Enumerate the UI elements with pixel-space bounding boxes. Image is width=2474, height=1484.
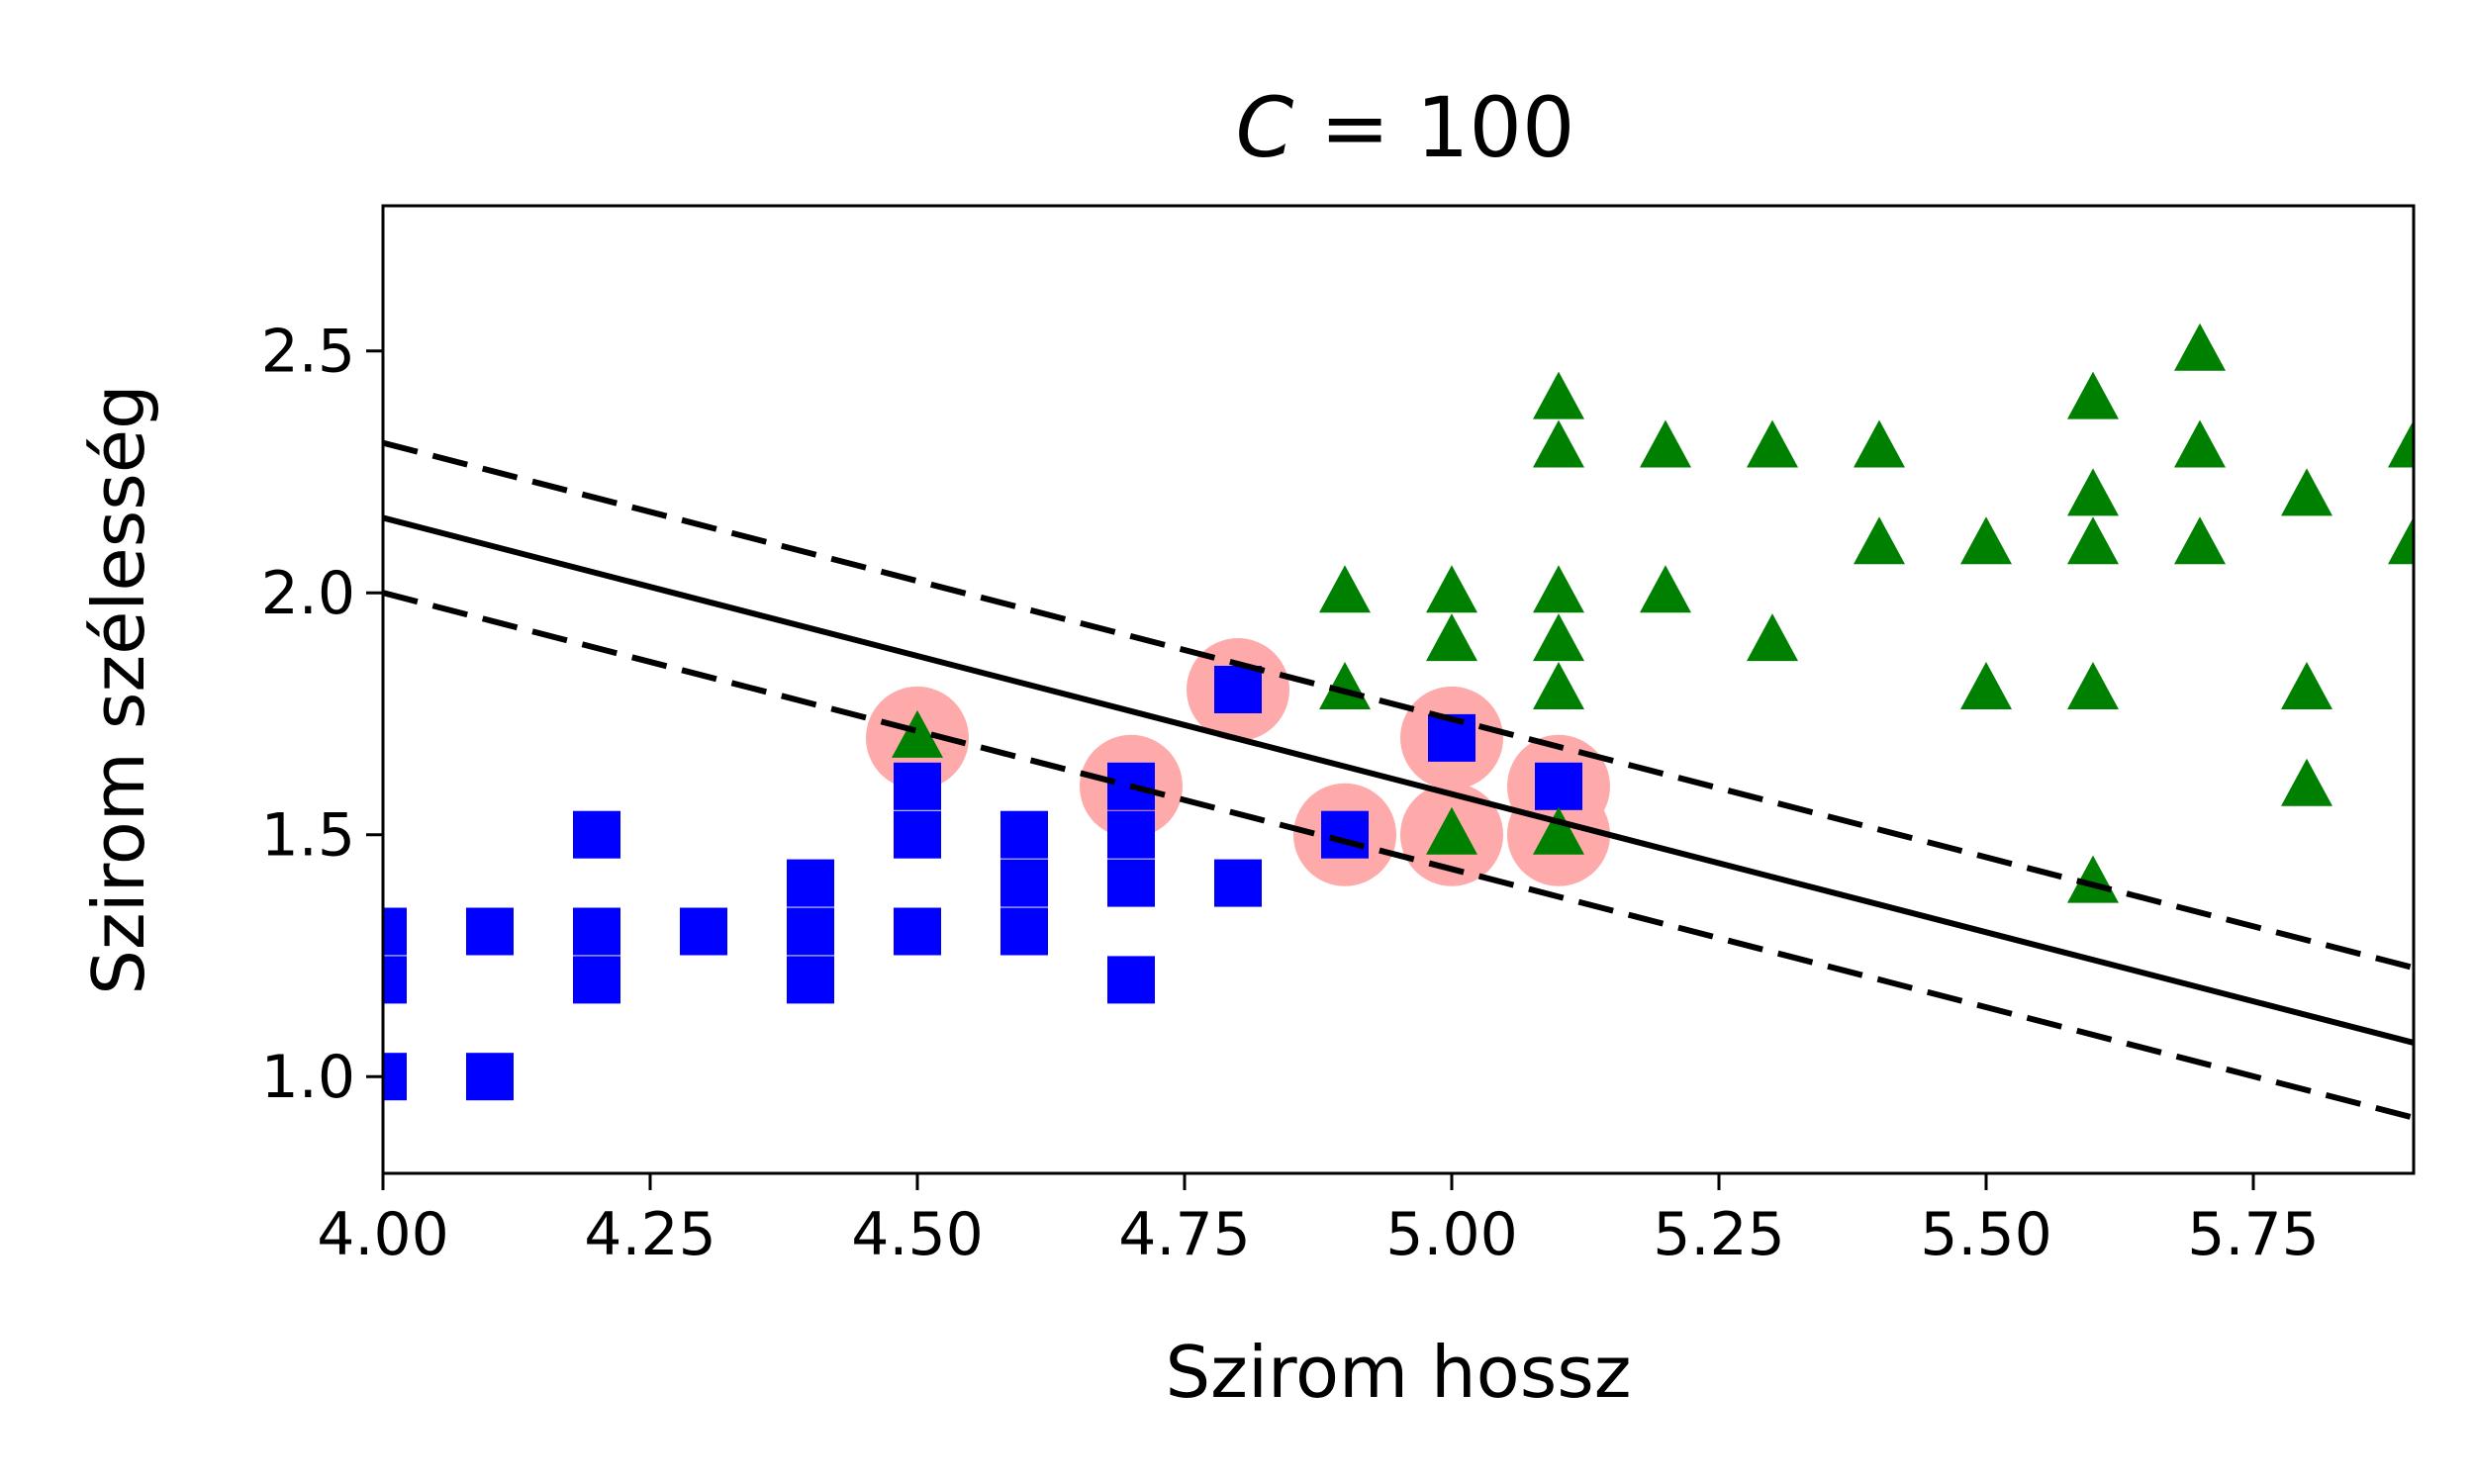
triangle-point (2174, 419, 2226, 468)
square-point (1000, 907, 1048, 956)
x-tick-label: 4.00 (317, 1200, 449, 1269)
square-point (894, 907, 941, 956)
square-point (894, 762, 941, 810)
triangle-point (1854, 419, 1905, 468)
triangle-point (1640, 565, 1691, 613)
triangle-point (2067, 855, 2119, 903)
x-tick-label: 4.75 (1118, 1200, 1251, 1269)
triangle-point (2281, 758, 2332, 806)
triangle-point (1960, 662, 2012, 709)
margin-upper-line (383, 439, 2414, 972)
triangle-point (2067, 662, 2119, 709)
square-point (1214, 666, 1262, 713)
square-point (1107, 956, 1155, 1004)
triangle-point (2174, 323, 2226, 371)
square-point (573, 907, 620, 956)
x-tick-label: 5.25 (1653, 1200, 1785, 1269)
square-point (1321, 810, 1369, 859)
square-point (466, 907, 514, 956)
triangle-point (2067, 371, 2119, 419)
triangle-point (2281, 662, 2332, 709)
square-point (1107, 810, 1155, 859)
chart-title-value: = 100 (1293, 79, 1574, 176)
plot-area (383, 323, 2414, 1121)
decision-boundary-line (383, 514, 2414, 1046)
triangle-point (1533, 565, 1584, 613)
square-point (894, 810, 941, 859)
margin-lower-line (383, 590, 2414, 1121)
triangle-point (1319, 662, 1371, 709)
square-point (383, 907, 407, 956)
triangle-point (1426, 806, 1477, 855)
square-point (383, 1053, 407, 1101)
triangle-point (1854, 516, 1905, 565)
axes-frame (381, 204, 2416, 1175)
square-point (573, 810, 620, 859)
square-point (573, 956, 620, 1004)
x-tick-label: 5.75 (2187, 1200, 2320, 1269)
triangle-point (1426, 565, 1477, 613)
triangle-point (2388, 419, 2414, 468)
square-point (383, 956, 407, 1004)
square-point (1000, 859, 1048, 907)
triangle-point (2174, 516, 2226, 565)
triangle-point (1426, 613, 1477, 662)
triangle-point (1533, 613, 1584, 662)
triangle-point (2281, 468, 2332, 516)
y-tick-label: 1.0 (261, 1043, 355, 1112)
x-tick-label: 4.50 (851, 1200, 984, 1269)
axis-ticks: 4.00 4.25 4.50 4.75 5.00 5.25 5.50 5.75 1.0 1.5 2.… (261, 318, 2320, 1269)
triangle-point (1640, 419, 1691, 468)
x-tick-label: 5.00 (1385, 1200, 1518, 1269)
y-tick-label: 2.5 (261, 318, 355, 387)
square-point (1107, 859, 1155, 907)
square-point (787, 907, 834, 956)
square-point (1000, 810, 1048, 859)
y-tick-label: 1.5 (261, 801, 355, 871)
y-tick-label: 2.0 (261, 559, 355, 628)
x-axis-label: Szirom hossz (1165, 1331, 1631, 1414)
triangle-point (2388, 516, 2414, 565)
triangle-point (1533, 806, 1584, 855)
square-point (1535, 762, 1582, 810)
square-point (466, 1053, 514, 1101)
triangle-point (1533, 419, 1584, 468)
triangle-point (1533, 371, 1584, 419)
triangle-point (2067, 468, 2119, 516)
square-point (680, 907, 727, 956)
triangle-point (1960, 516, 2012, 565)
triangle-point (1747, 419, 1798, 468)
x-tick-label: 4.25 (584, 1200, 716, 1269)
triangle-point (1533, 662, 1584, 709)
y-axis-label: Szirom szélesség (77, 384, 160, 995)
triangle-point (1747, 613, 1798, 662)
chart-title-variable: C (1236, 79, 1294, 176)
triangle-point (2067, 516, 2119, 565)
chart-title: C = 100 (1236, 79, 1575, 176)
square-point (1214, 859, 1262, 907)
square-point (787, 859, 834, 907)
square-point (787, 956, 834, 1004)
x-tick-label: 5.50 (1920, 1200, 2052, 1269)
triangle-point (1319, 565, 1371, 613)
triangle-point (892, 709, 943, 758)
